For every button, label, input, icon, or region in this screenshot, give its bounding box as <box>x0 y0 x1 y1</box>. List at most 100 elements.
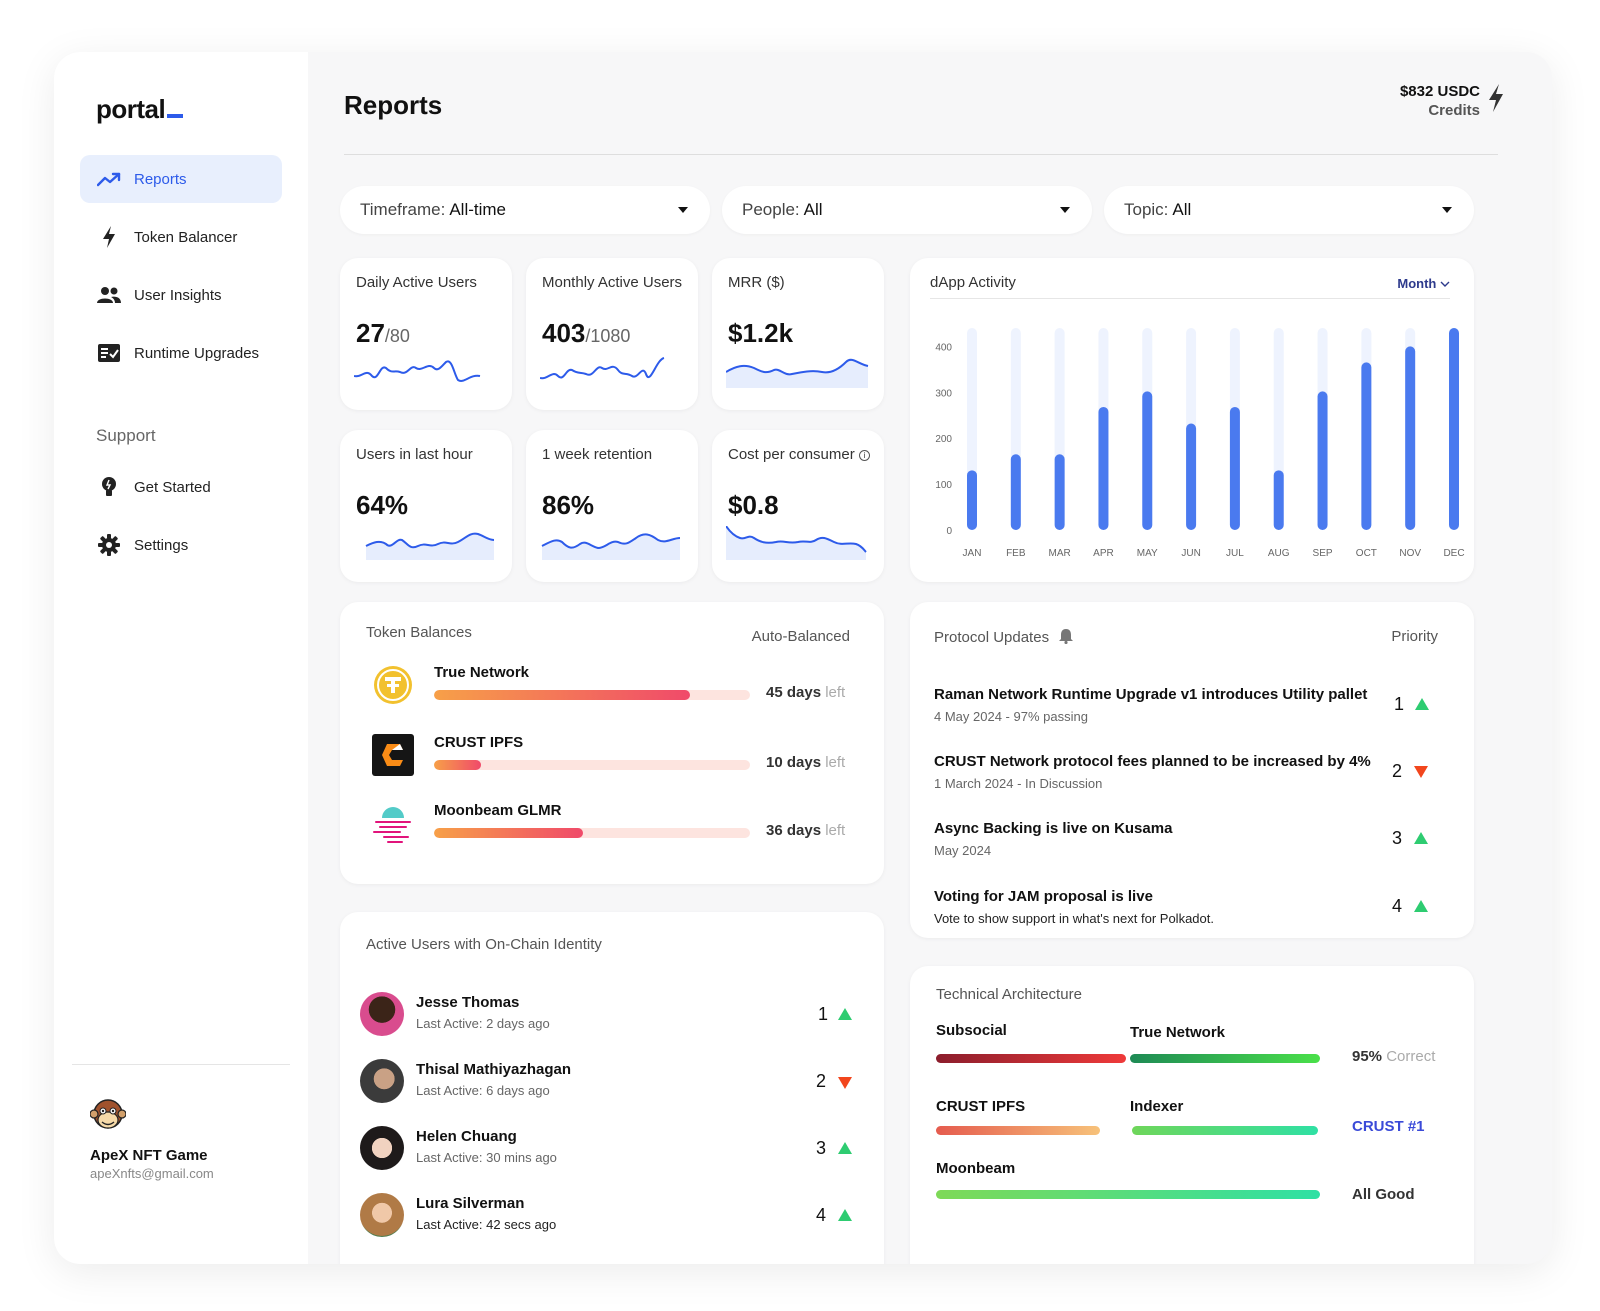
nav-item-runtime-upgrades[interactable]: Runtime Upgrades <box>80 329 282 377</box>
y-tick-label: 200 <box>935 434 952 445</box>
bolt-icon <box>1488 84 1504 117</box>
caret-down-icon <box>1442 207 1452 213</box>
stat-card-mau[interactable]: Monthly Active Users 403/1080 <box>526 258 698 410</box>
token-days: 10 days left <box>766 754 845 771</box>
token-row[interactable]: True Network 45 days left <box>370 662 870 712</box>
stat-card-retention[interactable]: 1 week retention 86% <box>526 430 698 582</box>
token-row[interactable]: Moonbeam GLMR 36 days left <box>370 800 870 850</box>
user-rank: 4 <box>816 1205 827 1225</box>
caret-down-icon <box>678 207 688 213</box>
arch-status-all-good: All Good <box>1352 1186 1415 1203</box>
nav-item-token-balancer[interactable]: Token Balancer <box>80 213 282 261</box>
user-row[interactable]: Thisal Mathiyazhagan Last Active: 6 days… <box>360 1059 860 1109</box>
update-subtitle: Vote to show support in what's next for … <box>934 911 1214 926</box>
token-bar-fill <box>434 828 583 838</box>
stat-sub: /80 <box>384 326 410 346</box>
nav-item-get-started[interactable]: Get Started <box>80 463 282 511</box>
arch-status-correct: 95% Correct <box>1352 1048 1435 1065</box>
priority-label: Priority <box>1391 628 1438 645</box>
moonbeam-logo-icon <box>370 800 416 846</box>
bar-jul[interactable] <box>1229 406 1240 530</box>
filter-label: People: <box>742 200 800 219</box>
user-row[interactable]: Lura Silverman Last Active: 42 secs ago … <box>360 1193 860 1243</box>
days-suffix: left <box>825 684 846 701</box>
update-row[interactable]: Voting for JAM proposal is live Vote to … <box>934 888 1454 940</box>
stat-main: 64% <box>356 490 409 520</box>
bar-sep[interactable] <box>1317 391 1328 530</box>
timeframe-filter[interactable]: Timeframe: All-time <box>340 186 710 234</box>
user-rank: 3 <box>816 1138 827 1158</box>
nav-item-reports[interactable]: Reports <box>80 155 282 203</box>
token-balances-title: Token Balances <box>366 624 472 641</box>
stat-main: $0.8 <box>728 490 779 520</box>
trend-down-icon <box>1414 766 1428 778</box>
sidebar-divider <box>72 1064 290 1065</box>
arch-bar-moonbeam <box>936 1190 1320 1199</box>
bar-mar[interactable] <box>1054 454 1065 530</box>
stat-card-cost[interactable]: Cost per consumer i $0.8 <box>712 430 884 582</box>
sparkline <box>726 358 869 388</box>
stat-value: $0.8 <box>728 490 779 521</box>
user-row[interactable]: Helen Chuang Last Active: 30 mins ago 3 <box>360 1126 860 1176</box>
arch-bar-crust <box>936 1126 1100 1135</box>
x-tick-label: APR <box>1093 548 1114 559</box>
bar-nov[interactable] <box>1405 346 1416 530</box>
credits-display[interactable]: $832 USDC Credits <box>1400 82 1480 120</box>
arch-status-crust[interactable]: CRUST #1 <box>1352 1118 1425 1135</box>
nav-item-user-insights[interactable]: User Insights <box>80 271 282 319</box>
nav-item-settings[interactable]: Settings <box>80 521 282 569</box>
x-tick-label: MAY <box>1137 548 1158 559</box>
active-users-title: Active Users with On-Chain Identity <box>366 936 602 953</box>
protocol-updates-card: Protocol Updates Priority Raman Network … <box>910 602 1474 938</box>
update-row[interactable]: Async Backing is live on Kusama May 2024 <box>934 820 1454 872</box>
bar-apr[interactable] <box>1098 406 1109 530</box>
stat-card-mrr[interactable]: MRR ($) $1.2k <box>712 258 884 410</box>
info-icon[interactable]: i <box>858 450 870 461</box>
arch-label-moonbeam: Moonbeam <box>936 1160 1016 1177</box>
priority-rank: 1 <box>1394 694 1405 714</box>
stat-value: 27/80 <box>356 318 410 349</box>
people-filter[interactable]: People: All <box>722 186 1092 234</box>
nav-label: Runtime Upgrades <box>134 344 260 362</box>
update-row[interactable]: Raman Network Runtime Upgrade v1 introdu… <box>934 686 1454 738</box>
user-row[interactable]: Jesse Thomas Last Active: 2 days ago 1 <box>360 992 860 1042</box>
stat-value: 86% <box>542 490 594 521</box>
user-avatar <box>360 1059 404 1103</box>
bar-dec[interactable] <box>1449 328 1459 530</box>
token-row[interactable]: CRUST IPFS 10 days left <box>370 732 870 782</box>
stat-title: MRR ($) <box>728 274 785 291</box>
monkey-avatar-icon[interactable] <box>89 1096 127 1134</box>
stat-title: Users in last hour <box>356 446 473 463</box>
token-name: Moonbeam GLMR <box>434 802 562 819</box>
stat-card-dau[interactable]: Daily Active Users 27/80 <box>340 258 512 410</box>
token-bar-fill <box>434 690 690 700</box>
bar-feb[interactable] <box>1010 454 1021 530</box>
period-select[interactable]: Month <box>1397 276 1450 291</box>
x-tick-label: FEB <box>1006 548 1026 559</box>
user-name: Jesse Thomas <box>416 994 520 1011</box>
stat-card-last-hour[interactable]: Users in last hour 64% <box>340 430 512 582</box>
bar-oct[interactable] <box>1361 362 1372 530</box>
update-subtitle: 4 May 2024 - 97% passing <box>934 709 1088 724</box>
x-tick-label: DEC <box>1443 548 1464 559</box>
stat-value: 64% <box>356 490 408 521</box>
true-network-logo-icon <box>370 662 416 708</box>
bar-may[interactable] <box>1142 391 1153 530</box>
days-value: 45 days <box>766 684 822 701</box>
topic-filter[interactable]: Topic: All <box>1104 186 1474 234</box>
bar-aug[interactable] <box>1273 470 1284 530</box>
bar-jun[interactable] <box>1186 423 1197 530</box>
app-frame: portal Reports Token Balancer User Insig… <box>54 52 1552 1264</box>
sidebar: portal Reports Token Balancer User Insig… <box>54 52 308 1264</box>
logo[interactable]: portal <box>96 94 184 125</box>
update-row[interactable]: CRUST Network protocol fees planned to b… <box>934 753 1454 805</box>
bar-jan[interactable] <box>967 470 977 530</box>
arch-label-crust: CRUST IPFS <box>936 1098 1026 1115</box>
stat-title: 1 week retention <box>542 446 653 463</box>
user-avatar <box>360 1126 404 1170</box>
nav-label: User Insights <box>134 286 222 304</box>
trend-up-icon <box>1415 698 1429 710</box>
token-name: True Network <box>434 664 530 681</box>
crust-logo-icon <box>370 732 416 778</box>
bell-icon[interactable] <box>1059 628 1074 645</box>
